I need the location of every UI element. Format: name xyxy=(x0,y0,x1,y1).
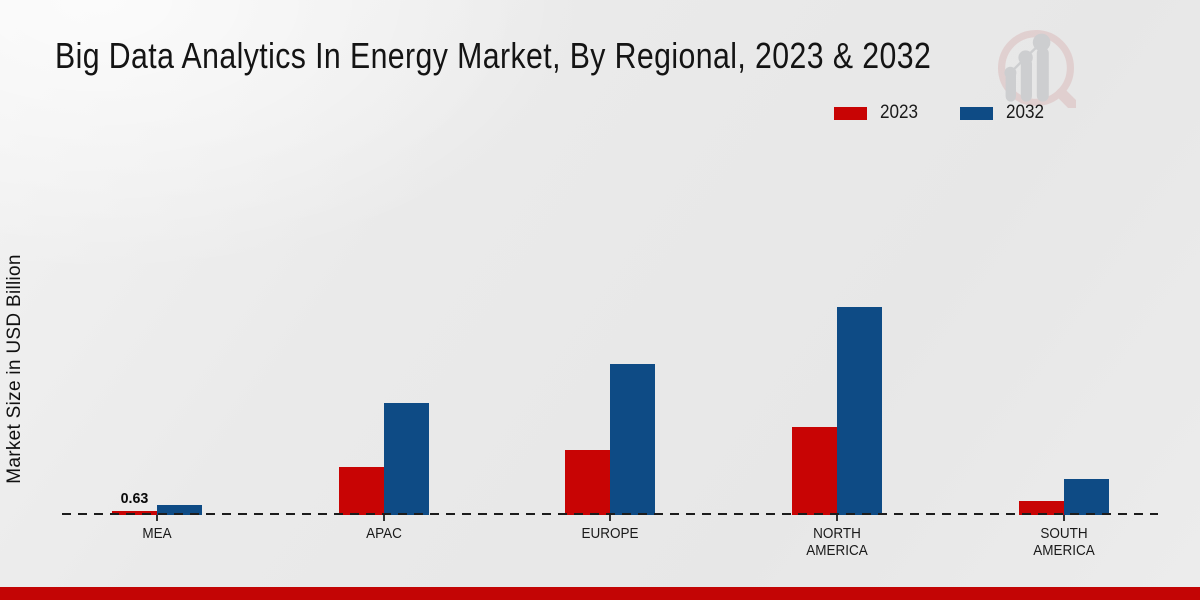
x-axis-tick-europe xyxy=(609,515,612,521)
x-axis-tick-mea xyxy=(156,515,158,521)
bar-chart-trend-icon xyxy=(1004,33,1051,102)
legend-label-2023: 2023 xyxy=(880,102,919,123)
bar-south-america-2023 xyxy=(1018,501,1064,515)
bar-south-america-2032 xyxy=(1063,479,1109,515)
bar-apac-2023 xyxy=(338,467,384,515)
category-label-europe: EUROPE xyxy=(581,525,639,542)
legend-swatch-2023 xyxy=(834,106,867,120)
x-axis-tick-south-america xyxy=(1062,515,1065,521)
bar-mea-2032 xyxy=(157,505,202,515)
legend-label-2032: 2032 xyxy=(1006,102,1045,123)
bar-value-label-mea-2023: 0.63 xyxy=(120,490,149,507)
x-axis-tick-north-america xyxy=(836,515,839,521)
x-axis-baseline xyxy=(62,513,1158,515)
bar-north-america-2023 xyxy=(792,427,838,515)
category-label-north-america: NORTH AMERICA xyxy=(806,525,868,559)
bar-europe-2032 xyxy=(610,364,656,515)
legend: 2023 2032 xyxy=(834,102,1049,124)
chart-title: Big Data Analytics In Energy Market, By … xyxy=(55,35,932,76)
legend-swatch-2032 xyxy=(960,106,994,120)
category-label-mea: MEA xyxy=(142,525,172,542)
footer-bar xyxy=(0,587,1200,600)
x-axis-tick-apac xyxy=(382,515,385,521)
legend-item-2023: 2023 xyxy=(834,102,922,124)
category-label-apac: APAC xyxy=(365,525,402,542)
bar-europe-2023 xyxy=(565,450,611,515)
legend-item-2032: 2032 xyxy=(960,102,1048,124)
magnifier-chart-logo-watermark xyxy=(998,30,1076,108)
bar-north-america-2032 xyxy=(837,307,883,515)
magnifier-icon xyxy=(998,30,1076,108)
bar-apac-2032 xyxy=(383,403,429,515)
category-label-south-america: SOUTH AMERICA xyxy=(1033,525,1095,559)
